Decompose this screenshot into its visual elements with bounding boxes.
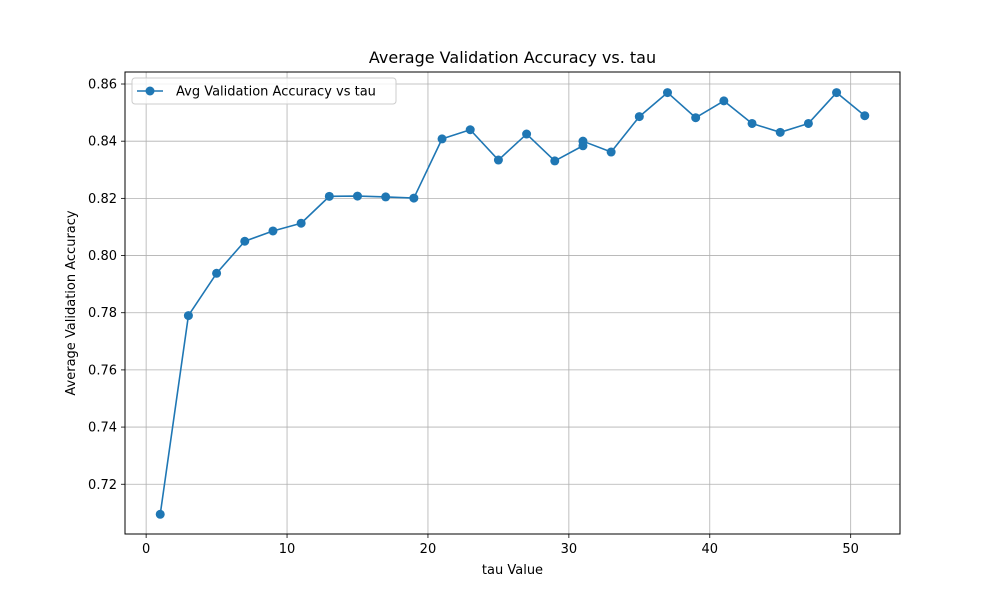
- data-point: [155, 509, 165, 519]
- data-point: [353, 191, 362, 201]
- data-point: [493, 155, 503, 165]
- data-point: [832, 88, 842, 98]
- x-tick-label: 20: [420, 542, 437, 557]
- data-point: [606, 147, 616, 157]
- x-tick-label: 10: [279, 542, 296, 557]
- y-tick-label: 0.78: [88, 306, 117, 321]
- data-point: [465, 125, 475, 135]
- x-tick-label: 40: [701, 542, 718, 557]
- x-tick-label: 0: [142, 542, 150, 557]
- x-tick-label: 30: [561, 542, 578, 557]
- y-tick-label: 0.82: [88, 192, 117, 207]
- data-point: [663, 88, 672, 98]
- data-point: [268, 226, 278, 236]
- y-tick-label: 0.76: [88, 363, 117, 378]
- grid-lines: [125, 72, 900, 534]
- plot-area-frame: [124, 71, 901, 535]
- data-point: [550, 156, 560, 166]
- chart-title: Average Validation Accuracy vs. tau: [369, 48, 656, 67]
- y-tick-label: 0.80: [88, 249, 117, 264]
- y-tick-label: 0.74: [88, 421, 117, 436]
- y-axis-label: Average Validation Accuracy: [64, 210, 79, 395]
- y-tick-label: 0.86: [88, 78, 117, 93]
- data-point: [296, 218, 306, 228]
- data-point: [212, 268, 222, 278]
- y-tick-label: 0.72: [88, 478, 117, 493]
- x-tick-label: 50: [842, 542, 859, 557]
- data-point: [691, 113, 701, 123]
- data-point: [522, 129, 532, 139]
- data-point: [803, 118, 813, 128]
- data-point: [381, 192, 391, 202]
- data-point: [324, 191, 334, 201]
- data-point: [747, 118, 757, 128]
- legend-marker-swatch: [145, 86, 155, 96]
- data-point: [240, 236, 250, 246]
- data-point: [860, 111, 870, 121]
- data-point: [719, 96, 729, 106]
- data-point: [409, 193, 419, 203]
- legend-box: [131, 77, 397, 105]
- data-point: [634, 112, 644, 122]
- legend: Avg Validation Accuracy vs tau: [131, 77, 397, 105]
- series-layer: [155, 88, 870, 519]
- data-point: [437, 134, 447, 144]
- axis-ticks: 0 10 20 30 40 50 0.72 0.74 0.76 0.78 0.80 0.82 0.84 0…: [88, 78, 859, 557]
- y-tick-label: 0.84: [88, 135, 117, 150]
- x-axis-label: tau Value: [482, 563, 543, 578]
- data-point: [183, 311, 193, 321]
- data-point: [578, 136, 588, 146]
- data-point: [775, 127, 785, 137]
- legend-entry-label: Avg Validation Accuracy vs tau: [176, 85, 376, 100]
